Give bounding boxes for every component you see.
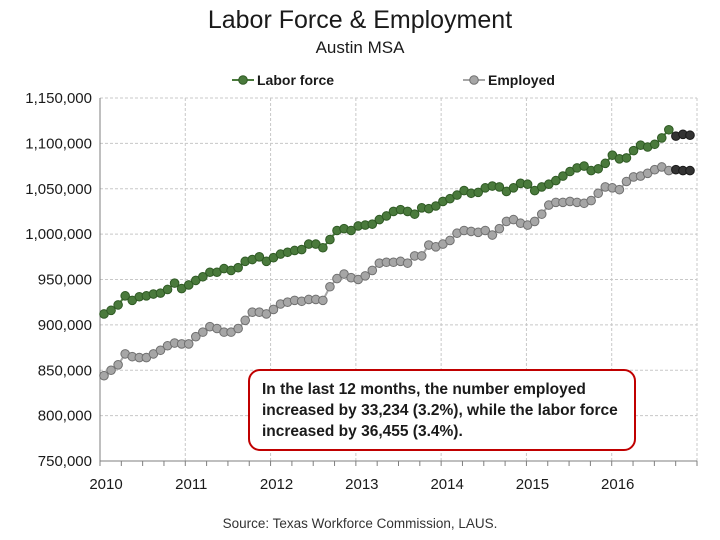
data-point-labor-force <box>325 234 335 245</box>
data-point-labor-force <box>169 278 180 288</box>
data-point-labor-force <box>656 133 667 143</box>
data-point-employed <box>416 251 427 261</box>
data-point-labor-force <box>120 291 130 301</box>
data-point-labor-force <box>551 175 561 186</box>
data-point-employed <box>99 370 109 381</box>
data-point-labor-force <box>318 242 328 253</box>
data-point-employed <box>536 209 547 219</box>
y-tick-label: 950,000 <box>38 272 92 289</box>
data-point-employed <box>360 271 371 281</box>
data-point-labor-force <box>508 183 519 193</box>
data-point-employed <box>183 339 194 349</box>
data-point-employed <box>106 365 116 376</box>
data-point-labor-force <box>452 190 462 200</box>
data-point-labor-force <box>367 219 378 229</box>
x-tick-label: 2016 <box>601 476 634 493</box>
data-point-labor-force <box>628 145 639 156</box>
data-point-labor-force <box>409 209 420 219</box>
y-tick-label: 1,150,000 <box>25 90 92 107</box>
data-point-employed <box>621 176 632 187</box>
y-tick-label: 1,000,000 <box>25 226 92 243</box>
data-point-employed <box>233 323 243 334</box>
legend-marker <box>469 75 479 85</box>
data-point-employed <box>480 225 491 236</box>
x-tick-label: 2011 <box>175 476 207 493</box>
data-point-labor-force <box>473 187 483 198</box>
data-point-labor-force <box>522 179 533 190</box>
data-point-employed <box>367 265 378 276</box>
data-point-employed <box>685 165 695 176</box>
legend-label: Labor force <box>257 72 334 88</box>
data-point-labor-force <box>113 300 123 310</box>
data-point-labor-force <box>254 252 265 262</box>
data-point-labor-force <box>296 244 307 255</box>
data-point-employed <box>198 327 208 337</box>
annotation-callout: In the last 12 months, the number employ… <box>248 369 636 451</box>
chart-subtitle: Austin MSA <box>315 38 405 57</box>
data-point-labor-force <box>346 225 356 236</box>
data-point-labor-force <box>106 305 116 316</box>
data-point-employed <box>593 188 604 199</box>
data-point-labor-force <box>685 130 695 141</box>
data-point-employed <box>402 258 413 268</box>
data-point-labor-force <box>649 139 660 150</box>
data-point-labor-force <box>579 161 589 171</box>
data-point-employed <box>529 216 540 227</box>
x-tick-label: 2010 <box>89 476 122 493</box>
data-point-employed <box>190 331 201 342</box>
data-point-employed <box>155 345 166 356</box>
data-point-employed <box>318 295 328 306</box>
y-tick-label: 800,000 <box>38 408 92 425</box>
y-tick-label: 750,000 <box>38 453 92 470</box>
x-tick-label: 2013 <box>345 476 378 493</box>
x-tick-label: 2014 <box>430 476 463 493</box>
data-point-labor-force <box>558 171 568 181</box>
data-point-employed <box>261 309 272 319</box>
legend-label: Employed <box>488 72 555 88</box>
data-point-labor-force <box>664 124 674 135</box>
legend-marker <box>238 75 248 85</box>
data-point-labor-force <box>431 201 441 211</box>
x-tick-label: 2015 <box>516 476 549 493</box>
data-point-employed <box>494 223 505 234</box>
data-point-employed <box>325 281 335 292</box>
y-tick-label: 1,100,000 <box>25 135 92 152</box>
data-point-labor-force <box>381 211 392 221</box>
data-point-labor-force <box>593 163 604 174</box>
source-note: Source: Texas Workforce Commission, LAUS… <box>222 516 498 531</box>
data-point-labor-force <box>621 153 632 163</box>
data-point-labor-force <box>494 182 505 192</box>
data-point-employed <box>113 360 123 370</box>
data-point-employed <box>487 230 498 240</box>
y-tick-label: 850,000 <box>38 362 92 379</box>
data-point-employed <box>586 195 596 206</box>
x-tick-label: 2012 <box>260 476 293 493</box>
data-point-employed <box>614 184 625 195</box>
data-point-labor-force <box>233 262 243 273</box>
data-point-employed <box>240 315 251 326</box>
data-point-employed <box>268 304 279 315</box>
y-tick-label: 1,050,000 <box>25 181 92 198</box>
data-point-employed <box>445 235 455 246</box>
data-point-employed <box>332 273 342 284</box>
chart-title: Labor Force & Employment <box>207 6 513 34</box>
data-point-labor-force <box>198 271 208 282</box>
y-tick-label: 900,000 <box>38 317 92 334</box>
data-point-labor-force <box>183 280 194 290</box>
annotation-text: In the last 12 months, the number employ… <box>262 381 618 440</box>
data-point-labor-force <box>600 158 611 169</box>
data-point-labor-force <box>162 284 173 295</box>
